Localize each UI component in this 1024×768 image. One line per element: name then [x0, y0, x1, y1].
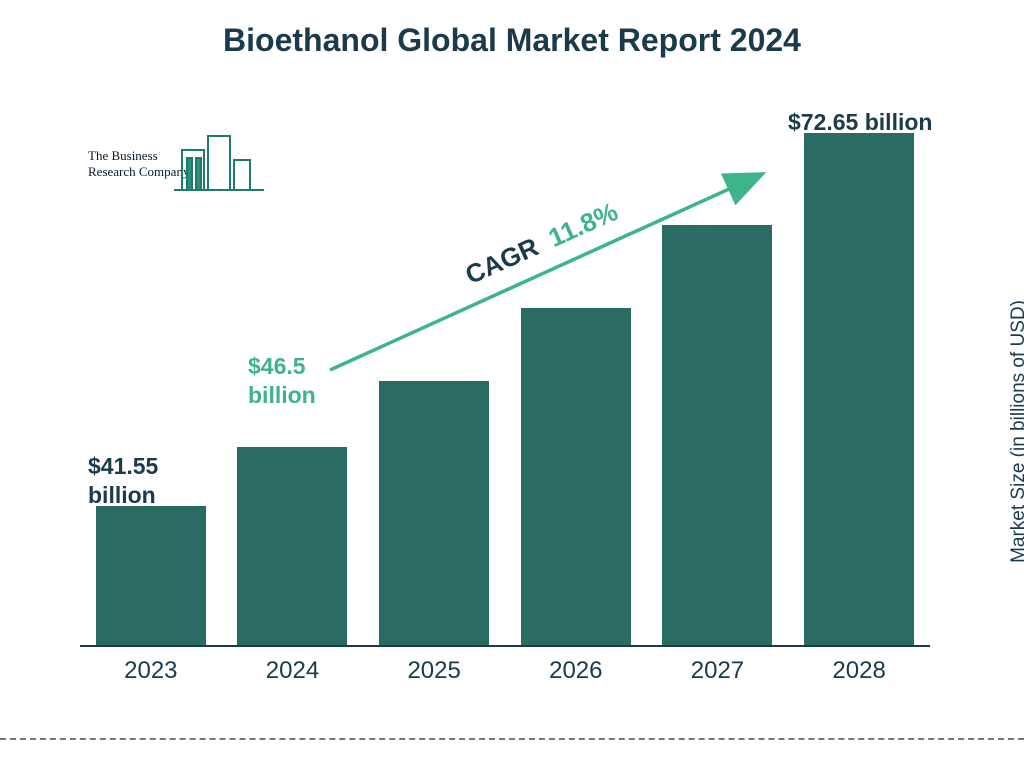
bar-slot — [237, 447, 347, 645]
bar — [379, 381, 489, 645]
bar — [96, 506, 206, 645]
bar-slot — [96, 506, 206, 645]
bar — [662, 225, 772, 645]
x-axis-labels: 2023 2024 2025 2026 2027 2028 — [80, 647, 930, 695]
bar — [237, 447, 347, 645]
x-axis-category: 2028 — [804, 647, 914, 695]
value-label: $46.5billion — [248, 352, 388, 410]
bar — [521, 308, 631, 645]
value-label: $72.65 billion — [788, 108, 988, 137]
bar — [804, 133, 914, 645]
value-label: $41.55billion — [88, 452, 228, 510]
x-axis-category: 2025 — [379, 647, 489, 695]
x-axis-category: 2026 — [521, 647, 631, 695]
bar-slot — [804, 133, 914, 645]
bar-slot — [521, 308, 631, 645]
bar-slot — [379, 381, 489, 645]
chart-area: 2023 2024 2025 2026 2027 2028 — [80, 95, 930, 695]
bottom-dashed-line — [0, 738, 1024, 740]
bars-container — [80, 95, 930, 647]
y-axis-label: Market Size (in billions of USD) — [1008, 300, 1024, 563]
chart-title: Bioethanol Global Market Report 2024 — [0, 0, 1024, 59]
bar-slot — [662, 225, 772, 645]
x-axis-category: 2023 — [96, 647, 206, 695]
x-axis-category: 2027 — [662, 647, 772, 695]
x-axis-category: 2024 — [237, 647, 347, 695]
